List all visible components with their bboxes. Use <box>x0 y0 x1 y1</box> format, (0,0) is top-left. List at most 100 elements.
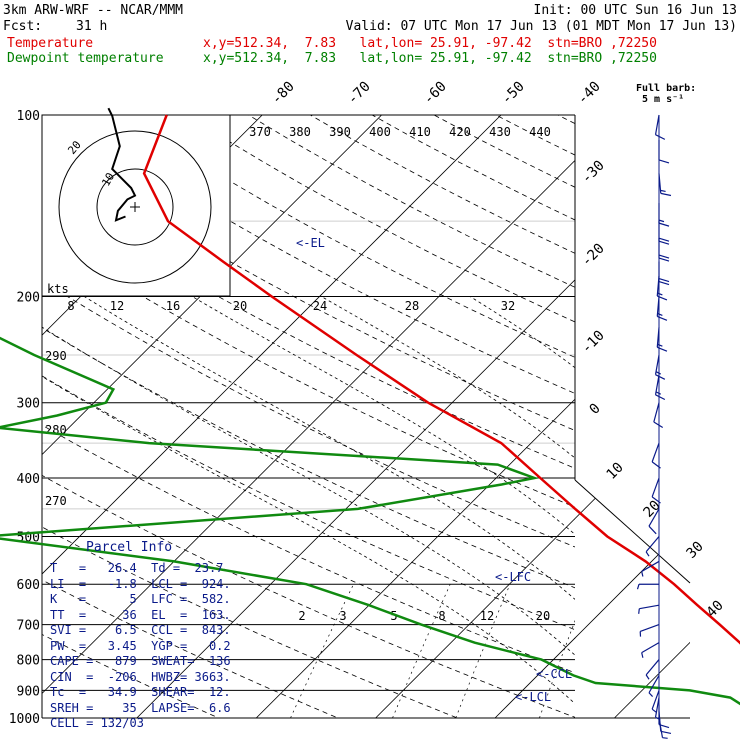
isotherm-line <box>42 159 575 694</box>
wind-barb <box>658 173 662 194</box>
parcel-info-row: T = 26.4 Td = 23.7 <box>50 561 224 575</box>
wind-barb-half-feather <box>655 716 661 721</box>
wind-key-units: 5 m s⁻¹ <box>642 94 685 105</box>
hodograph-speed-label: 12 <box>110 299 124 313</box>
mixing-ratio-label: 5 <box>390 609 397 623</box>
lfc-marker: <-LFC <box>495 570 532 584</box>
hodograph-speed-label: 28 <box>405 299 419 313</box>
wind-barb-feather <box>651 461 661 469</box>
dry-adiabat-line <box>42 424 575 674</box>
wind-barb-feather <box>658 257 670 262</box>
mixing-ratio-label: 20 <box>536 609 550 623</box>
wind-barb <box>648 675 660 694</box>
hodograph-speed-label: 8 <box>67 299 74 313</box>
isotherm-label: 10 <box>604 460 627 483</box>
isotherm-line <box>575 480 690 718</box>
pressure-tick-label: 100 <box>17 109 40 124</box>
wind-barb-feather <box>655 134 666 140</box>
wind-barb-half-feather <box>657 343 663 347</box>
isotherm-line <box>42 115 382 456</box>
wind-barb-feather <box>658 240 670 245</box>
mixing-ratio-line <box>455 584 511 718</box>
el-marker: <-EL <box>296 236 325 250</box>
dry-adiabat-line <box>433 115 575 188</box>
dry-adiabat-line <box>62 115 575 394</box>
lcl-marker: <-LCL <box>515 690 552 704</box>
fcst-value: 31 h <box>76 19 108 34</box>
wind-barb-half-feather <box>655 371 661 375</box>
pressure-tick-label: 1000 <box>9 712 40 727</box>
parcel-info-row: CELL = 132/03 <box>50 716 144 730</box>
dry-adiabat-line <box>620 115 740 731</box>
dry-adiabat-line <box>248 115 575 288</box>
theta-e-label: 410 <box>409 125 431 139</box>
dry-adiabat-line <box>310 115 575 254</box>
wind-barb <box>645 659 660 676</box>
pressure-tick-label: 800 <box>17 654 40 669</box>
pressure-tick-label: 400 <box>17 472 40 487</box>
wind-barb-feather <box>653 421 664 429</box>
isotherm-label: -20 <box>579 241 608 270</box>
valid-time: Valid: 07 UTC Mon 17 Jun 13 (01 MDT Mon … <box>345 19 737 34</box>
isotherm-label: -50 <box>499 79 528 108</box>
dry-adiabat-line <box>682 115 740 731</box>
parcel-info-row: SVI = 6.5 CCL = 843. <box>50 623 231 637</box>
dry-adiabat-line <box>42 233 575 508</box>
hodograph-ring-label: 10 <box>99 171 117 189</box>
wind-barb-feather <box>655 374 666 380</box>
hodograph-ring-20 <box>58 130 212 284</box>
moist-adiabat-line <box>321 296 575 459</box>
wind-barb-feather <box>658 159 670 164</box>
parcel-info-row: Tc = 34.9 SHEAR= 12. <box>50 685 231 699</box>
dry-adiabat-line <box>42 280 575 548</box>
wind-barb-half-feather <box>638 608 640 614</box>
wind-barb-feather <box>660 192 672 197</box>
wind-barb-feather <box>651 496 661 504</box>
dry-adiabat-line <box>42 375 575 631</box>
isotherm-label: -40 <box>575 79 604 108</box>
dry-adiabat-line <box>495 115 575 156</box>
wind-barb-feather <box>658 254 670 259</box>
wind-barb <box>654 697 660 718</box>
wind-barb-feather <box>658 723 670 729</box>
mixing-ratio-label: 3 <box>339 609 346 623</box>
mixing-ratio-line <box>290 584 354 718</box>
isotherm-label: -10 <box>579 328 608 357</box>
moist-adiabat-line <box>42 375 575 705</box>
pressure-tick-label: 600 <box>17 578 40 593</box>
dewpoint-profile <box>0 336 740 706</box>
pressure-tick-label: 900 <box>17 684 40 699</box>
hodograph-ring-10 <box>96 168 174 246</box>
fcst-label: Fcst: <box>3 19 43 34</box>
isotherm-label: 20 <box>641 498 664 521</box>
temperature-profile <box>142 114 740 645</box>
wind-barb <box>653 402 660 423</box>
isotherm-line <box>255 398 575 718</box>
wind-barb <box>648 508 660 527</box>
isotherm-line <box>494 637 575 718</box>
wind-barb-feather <box>648 525 657 535</box>
wind-barb-half-feather <box>641 652 644 658</box>
hodograph-trace <box>107 107 137 222</box>
dry-adiabat-line <box>42 327 575 589</box>
pressure-tick-label: 300 <box>17 397 40 412</box>
mixing-ratio-label: 12 <box>480 609 494 623</box>
wind-barb-half-feather <box>645 674 650 680</box>
wind-barb-feather <box>657 346 668 352</box>
wind-barb-feather <box>657 295 668 301</box>
wind-barb-half-feather <box>657 292 663 296</box>
wind-barb-half-feather <box>645 551 650 557</box>
hodograph-speed-label: 20 <box>233 299 247 313</box>
mixing-ratio-line <box>392 584 451 718</box>
wind-barb <box>651 477 660 498</box>
temperature-legend-info: x,y=512.34, 7.83 lat,lon= 25.91, -97.42 … <box>203 36 657 51</box>
mixing-ratio-line <box>539 619 575 718</box>
hodograph-units: kts <box>47 282 69 296</box>
isotherm-line <box>375 518 575 718</box>
wind-barb <box>656 296 660 317</box>
parcel-info-row: CAPE = 879 SWEAT= 136 <box>50 654 231 668</box>
wind-barb <box>654 354 660 375</box>
parcel-info-row: CIN = -206 HWBZ= 3663. <box>50 669 231 684</box>
isotherm-label: -70 <box>345 79 374 108</box>
theta-e-label: 400 <box>369 125 391 139</box>
